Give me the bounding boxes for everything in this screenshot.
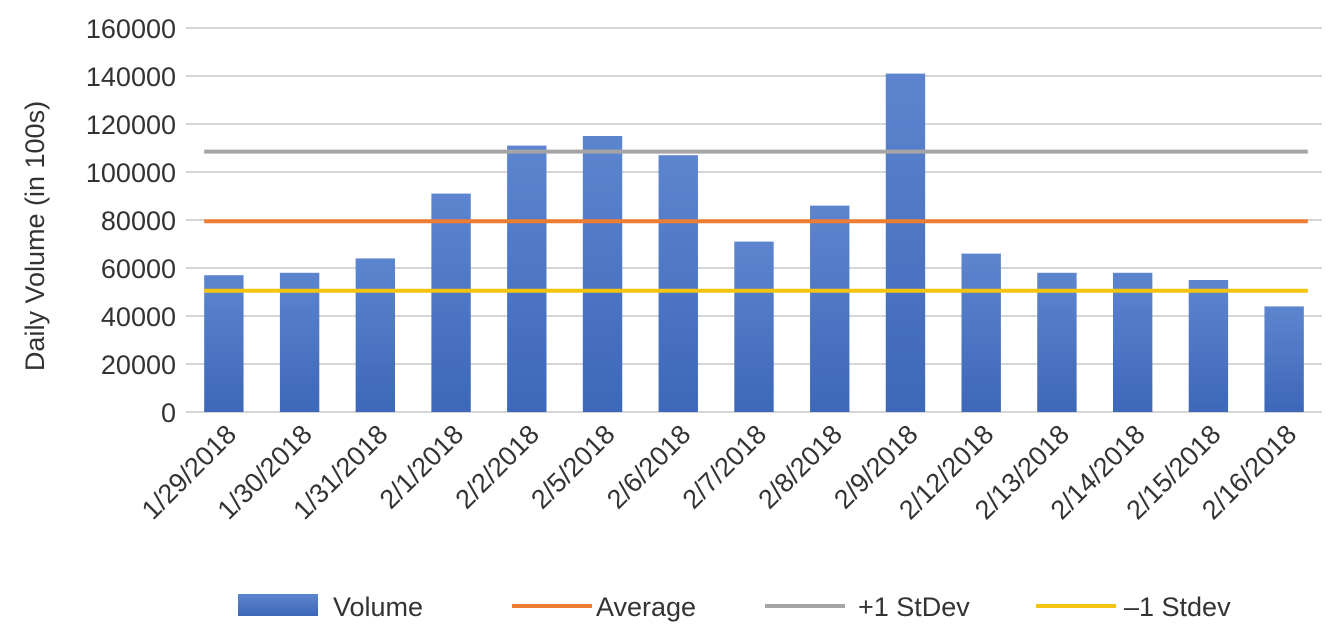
y-tick-label: 160000 [86,14,176,44]
volume-bar [507,145,547,412]
legend-label: Average [596,592,696,622]
y-tick-label: 20000 [101,350,176,380]
legend-label: Volume [333,592,423,622]
volume-bar [1037,272,1077,412]
y-tick-label: 100000 [86,158,176,188]
x-tick-label: 2/1/2018 [374,419,470,515]
volume-bar [431,193,471,412]
y-tick-label: 140000 [86,62,176,92]
volume-bar [355,258,396,412]
x-axis-tick-labels: 1/29/20181/30/20181/31/20182/1/20182/2/2… [136,419,1302,525]
y-tick-label: 80000 [101,206,176,236]
volume-bar [582,136,623,412]
volume-bar [810,205,850,412]
legend-label: +1 StDev [858,592,970,622]
legend: Volume Average +1 StDev –1 Stdev [238,592,1231,622]
legend-swatch-volume [238,594,318,616]
volume-bar [279,272,320,412]
volume-bar [734,241,774,412]
y-axis-title: Daily Volume (in 100s) [20,101,50,371]
volume-bar [658,155,698,412]
y-axis-tick-labels: 0 20000 40000 60000 80000 100000 120000 140000 1… [86,14,176,428]
x-tick-label: 2/5/2018 [525,419,621,515]
reference-lines [204,149,1308,293]
volume-bar [204,275,244,412]
y-tick-label: 120000 [86,110,176,140]
volume-bar [961,253,1001,412]
volume-bar [1112,272,1153,412]
legend-label: –1 Stdev [1124,592,1231,622]
x-tick-label: 2/6/2018 [601,419,697,515]
volume-bars [204,73,1304,412]
y-tick-label: 0 [161,398,176,428]
volume-bar [1188,280,1229,412]
volume-bar [1264,306,1304,412]
volume-bar [885,73,926,412]
y-tick-label: 60000 [101,254,176,284]
y-tick-label: 40000 [101,302,176,332]
x-tick-label: 2/2/2018 [450,419,546,515]
